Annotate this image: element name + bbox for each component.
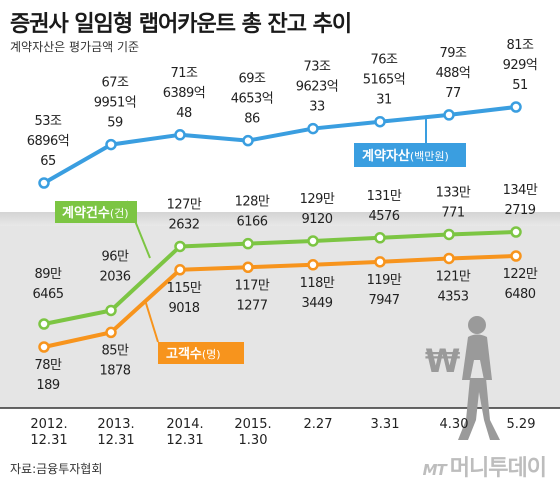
data-point-assets — [307, 122, 319, 135]
customers-tag-unit: (명) — [202, 348, 221, 361]
data-point-assets — [443, 109, 455, 121]
data-point-customers — [105, 326, 117, 339]
source-note: 자료:금융투자협회 — [10, 462, 103, 476]
brand-logo: MT 머니투데이 — [422, 450, 547, 482]
series-line-customers — [43, 254, 517, 349]
x-tick-label: 2012. 12.31 — [30, 417, 67, 448]
x-tick-label: 2013. 12.31 — [97, 417, 134, 448]
x-tick-label: 5.29 — [507, 417, 536, 432]
svg-text:고객수(명): 고객수(명) — [166, 346, 221, 362]
x-tick-label: 3.31 — [371, 417, 400, 432]
data-label-layer: 53조 6896억 65 67조 9951억 59 71조 6389억 48 69조 4653억 86… — [27, 38, 539, 393]
data-label-contracts: 133만 771 — [436, 185, 471, 220]
data-label-contracts: 131만 4576 — [367, 189, 402, 224]
won-icon: ₩ — [425, 342, 460, 380]
lower-panel-band — [0, 212, 560, 226]
decoration-figure — [458, 316, 500, 440]
svg-text:계약자산(백만원): 계약자산(백만원) — [362, 148, 449, 164]
series-tag-contracts: 계약건수(건) — [55, 200, 151, 259]
data-point-contracts — [443, 228, 455, 241]
data-point-assets — [105, 138, 117, 151]
data-label-contracts: 96만 2036 — [99, 249, 130, 284]
data-point-contracts — [374, 232, 386, 244]
data-label-customers: 118만 3449 — [300, 276, 335, 311]
contracts-tag-unit: (건) — [110, 207, 129, 220]
data-label-customers: 122만 6480 — [503, 267, 538, 302]
data-point-contracts — [510, 226, 522, 238]
series-line-contracts — [43, 230, 517, 326]
x-axis-ticks: 2012. 12.31 2013. 12.31 2014. 12.31 2015. 1.30 2… — [30, 417, 535, 448]
data-label-customers: 85만 1878 — [99, 343, 130, 378]
data-point-contracts — [38, 318, 50, 330]
data-label-contracts: 129만 9120 — [300, 192, 335, 227]
series-layer — [38, 101, 522, 353]
data-point-customers — [307, 259, 319, 271]
data-point-contracts — [242, 237, 254, 250]
data-label-assets: 53조 6896억 65 — [27, 114, 70, 169]
chart-title: 증권사 일임형 랩어카운트 총 잔고 추이 — [10, 12, 352, 37]
data-label-assets: 81조 929억 51 — [503, 38, 538, 93]
data-label-customers: 78만 189 — [34, 358, 62, 393]
data-point-assets — [510, 101, 522, 113]
data-point-assets — [242, 134, 254, 147]
data-label-assets: 69조 4653억 86 — [231, 72, 274, 127]
data-point-customers — [242, 261, 254, 274]
data-point-assets — [374, 115, 386, 128]
data-point-customers — [38, 341, 50, 353]
data-label-contracts: 128만 6166 — [235, 195, 270, 230]
data-point-assets — [38, 177, 50, 189]
data-label-contracts: 127만 2632 — [167, 197, 202, 232]
data-point-customers — [443, 252, 455, 265]
customers-tag-name: 고객수 — [166, 346, 202, 362]
data-point-contracts — [174, 240, 186, 253]
brand-mt: MT — [422, 461, 447, 479]
x-tick-label: 2014. 12.31 — [166, 417, 203, 448]
assets-tag-unit: (백만원) — [410, 150, 449, 163]
data-label-assets: 79조 488억 77 — [436, 46, 471, 101]
data-point-contracts — [307, 235, 319, 247]
chart-subtitle: 계약자산은 평가금액 기준 — [10, 40, 140, 54]
data-label-customers: 115만 9018 — [167, 281, 202, 316]
data-label-contracts: 134만 2719 — [503, 183, 538, 218]
data-point-customers — [510, 250, 522, 262]
data-label-customers: 119만 7947 — [367, 273, 402, 308]
series-tag-customers: 고객수(명) — [144, 299, 244, 364]
data-point-customers — [174, 264, 186, 276]
x-tick-label: 2.27 — [304, 417, 333, 432]
series-line-assets — [43, 105, 517, 185]
data-label-customers: 117만 1277 — [235, 278, 270, 313]
svg-text:계약건수(건): 계약건수(건) — [62, 205, 129, 221]
x-tick-label: 4.30 — [440, 417, 469, 432]
x-tick-label: 2015. 1.30 — [234, 417, 271, 448]
data-label-customers: 121만 4353 — [436, 269, 471, 304]
data-point-contracts — [105, 304, 117, 317]
data-point-assets — [174, 129, 186, 141]
data-label-assets: 71조 6389억 48 — [163, 66, 206, 121]
contracts-tag-name: 계약건수 — [62, 205, 110, 221]
data-label-contracts: 89만 6465 — [32, 267, 63, 302]
brand-name: 머니투데이 — [449, 456, 547, 481]
series-tag-assets: 계약자산(백만원) — [354, 118, 466, 167]
data-label-assets: 67조 9951억 59 — [94, 76, 137, 131]
assets-tag-name: 계약자산 — [362, 148, 410, 164]
data-label-assets: 73조 9623억 33 — [296, 60, 339, 115]
data-point-customers — [374, 256, 386, 268]
data-label-assets: 76조 5165억 31 — [363, 53, 406, 108]
